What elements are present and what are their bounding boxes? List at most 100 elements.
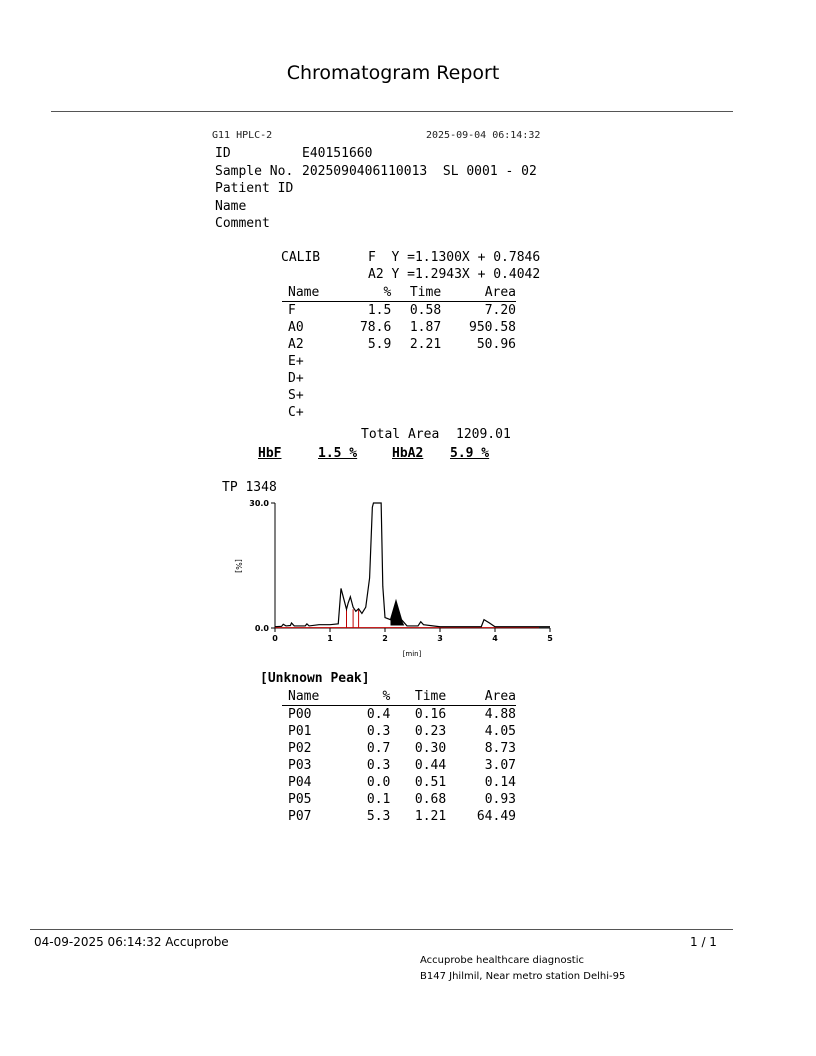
table-cell: 0.4 (366, 707, 391, 722)
results-table: Name% Time Area F 1.5 0.58 7.20 A0 78.6 1.87 950.5… (282, 284, 516, 421)
calib-label: CALIB (281, 250, 321, 265)
chart-title: TP 1348 (222, 480, 277, 495)
table-row: S+ (282, 387, 516, 404)
table-cell (341, 387, 391, 404)
table-cell: P00 (288, 707, 312, 722)
table-cell (341, 370, 391, 387)
table-cell (441, 387, 516, 404)
table-cell: 0.3 (366, 724, 391, 739)
column-header: Time (391, 284, 442, 302)
table-cell: 4.05 (484, 724, 516, 739)
y-tick-label: 0.0 (255, 624, 270, 633)
table-cell: 950.58 (469, 320, 516, 335)
column-header: Name (282, 688, 349, 706)
table-cell: 0.23 (414, 724, 447, 739)
table-cell: 0.44 (414, 758, 447, 773)
footer-divider (30, 929, 733, 930)
table-row: P00 0.4 0.16 4.88 (282, 706, 516, 724)
table-cell: 0.14 (484, 775, 516, 790)
column-header: Time (390, 688, 447, 706)
org-name: Accuprobe healthcare diagnostic (420, 955, 585, 966)
table-cell: 1.21 (414, 809, 447, 824)
table-cell: 64.49 (476, 809, 516, 824)
hbf-label: HbF (258, 446, 282, 461)
column-header: Area (446, 688, 516, 706)
column-header: % (341, 284, 392, 302)
table-cell: 1.87 (409, 320, 442, 335)
chromatogram-trace (274, 502, 550, 628)
table-cell (391, 370, 441, 387)
table-cell: C+ (288, 405, 304, 420)
field-label: Comment (215, 216, 270, 231)
field-label: Sample No. (215, 163, 294, 179)
divider (51, 111, 733, 112)
table-row: A0 78.6 1.87 950.58 (282, 319, 516, 336)
y-axis-label: [%] (234, 559, 243, 573)
table-cell (341, 404, 391, 421)
table-cell: P03 (288, 758, 312, 773)
x-tick-label: 0 (272, 634, 278, 643)
table-cell: 0.30 (414, 741, 447, 756)
table-cell: A2 (288, 337, 304, 352)
table-row: F 1.5 0.58 7.20 (282, 302, 516, 320)
table-row: P04 0.0 0.51 0.14 (282, 774, 516, 791)
table-cell: 0.1 (366, 792, 391, 807)
footer-timestamp: 04-09-2025 06:14:32 Accuprobe (34, 935, 229, 949)
chromatogram: TP 1348 0.0 30.0 0 1 2 3 4 5 [min] [%] (222, 480, 553, 658)
header-row: Name% Time Area (282, 284, 516, 302)
table-cell: 78.6 (359, 320, 392, 335)
field-label: Patient ID (215, 181, 294, 196)
table-cell: 4.88 (484, 707, 516, 722)
x-tick-label: 4 (492, 634, 498, 643)
table-cell (391, 353, 441, 370)
table-cell: 0.7 (366, 741, 391, 756)
org-address: B147 Jhilmil, Near metro station Delhi-9… (420, 971, 626, 982)
page-title: Chromatogram Report (286, 62, 500, 84)
table-cell: P07 (288, 809, 312, 824)
table-cell: 0.51 (414, 775, 447, 790)
table-cell: 50.96 (476, 337, 516, 352)
table-cell: 1.5 (367, 303, 392, 318)
table-cell: F (288, 303, 296, 318)
table-cell (341, 353, 391, 370)
table-row: P05 0.1 0.68 0.93 (282, 791, 516, 808)
calib-line-a2: A2 Y =1.2943X + 0.4042 (368, 267, 541, 282)
table-cell: P04 (288, 775, 312, 790)
table-row: D+ (282, 370, 516, 387)
table-cell: D+ (288, 371, 304, 386)
table-cell: 0.16 (414, 707, 447, 722)
table-cell: P05 (288, 792, 312, 807)
table-row: P03 0.3 0.44 3.07 (282, 757, 516, 774)
x-axis-label: [min] (403, 650, 422, 658)
table-row: A2 5.9 2.21 50.96 (282, 336, 516, 353)
table-cell: E+ (288, 354, 304, 369)
y-tick-label: 30.0 (249, 499, 269, 508)
table-cell: 8.73 (484, 741, 516, 756)
table-row: E+ (282, 353, 516, 370)
table-cell (441, 370, 516, 387)
table-cell: P01 (288, 724, 312, 739)
field-label: Name (215, 198, 247, 214)
table-cell: 0.3 (366, 758, 391, 773)
hbf-value: 1.5 % (318, 446, 358, 461)
table-cell: S+ (288, 388, 304, 403)
calib-line-f: F Y =1.1300X + 0.7846 (368, 250, 541, 265)
header-row: Name% Time Area (282, 688, 516, 706)
table-cell: 0.93 (484, 792, 516, 807)
table-cell (441, 353, 516, 370)
field-value: E40151660 (302, 146, 373, 161)
table-cell (441, 404, 516, 421)
hba2-value: 5.9 % (450, 446, 490, 461)
column-header: Area (441, 284, 516, 302)
table-cell: P02 (288, 741, 312, 756)
total-area-value: 1209.01 (456, 427, 511, 442)
table-cell: 5.3 (366, 809, 391, 824)
table-cell: 7.20 (484, 303, 516, 318)
table-cell: 0.0 (366, 775, 391, 790)
unknown-peak-table: Name% Time Area P00 0.4 0.16 4.88 P01 0.3 0.23 4.0… (282, 688, 516, 825)
x-tick-label: 3 (437, 634, 443, 643)
table-row: P02 0.7 0.30 8.73 (282, 740, 516, 757)
column-header: Name (282, 284, 342, 302)
instrument: G11 HPLC-2 (212, 130, 273, 141)
